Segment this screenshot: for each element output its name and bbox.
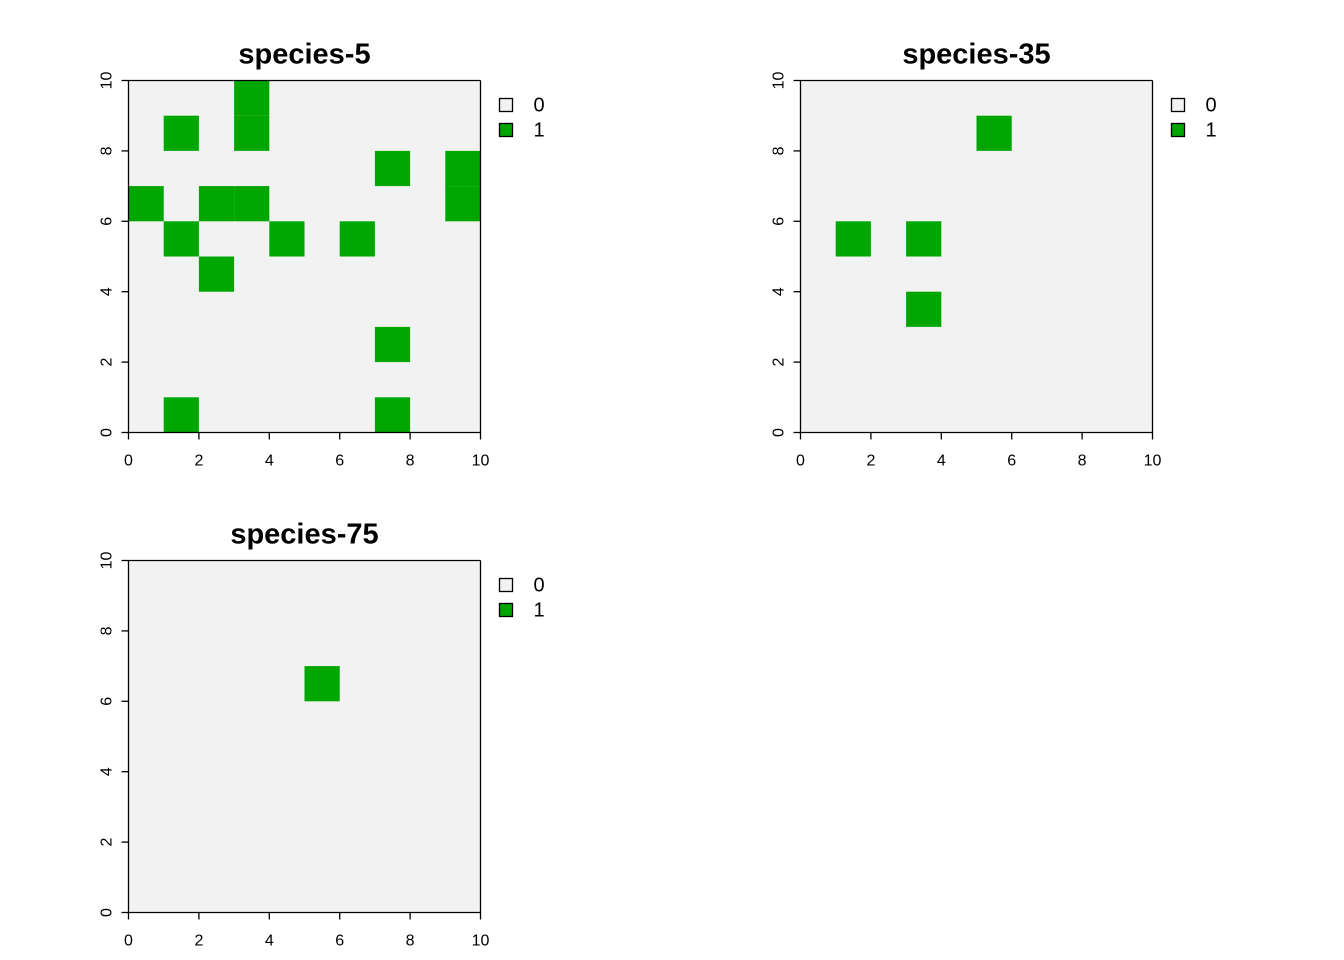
x-tick-label: 4 (265, 933, 274, 950)
y-tick-label: 8 (771, 146, 788, 155)
y-tick-label: 10 (99, 72, 116, 90)
x-tick-label: 10 (472, 453, 490, 470)
presence-cell (906, 291, 942, 327)
panel-species-5: 0 2 4 6 8 10 0 2 4 6 8 10 species-5 0 1 (99, 39, 545, 470)
raster-background (128, 560, 481, 913)
legend-label: 1 (1206, 120, 1217, 142)
presence-cell (374, 397, 411, 433)
presence-cell (198, 186, 235, 222)
x-tick-label: 10 (472, 933, 490, 950)
y-tick-label: 4 (99, 287, 116, 296)
y-tick-label: 6 (771, 217, 788, 226)
presence-cell (445, 150, 481, 187)
legend-swatch (498, 97, 514, 113)
presence-cell (198, 256, 235, 292)
y-tick-label: 4 (99, 767, 116, 776)
y-tick-label: 8 (99, 626, 116, 635)
legend-swatch (1170, 97, 1186, 113)
x-tick-label: 0 (124, 933, 133, 950)
presence-cell (906, 221, 942, 257)
x-tick-label: 2 (866, 453, 875, 470)
presence-cell (163, 397, 199, 433)
x-tick-label: 4 (265, 453, 274, 470)
presence-cell (339, 221, 375, 257)
presence-cell (128, 186, 164, 222)
legend-label: 1 (534, 120, 545, 142)
chart-title: species-35 (902, 39, 1050, 71)
y-tick-label: 2 (771, 358, 788, 367)
y-tick-label: 0 (99, 428, 116, 437)
y-tick-label: 0 (771, 428, 788, 437)
x-tick-label: 4 (937, 453, 946, 470)
presence-cell (374, 150, 411, 187)
x-tick-label: 2 (194, 453, 203, 470)
y-tick-label: 2 (99, 838, 116, 847)
x-tick-label: 8 (406, 453, 415, 470)
legend-label: 1 (534, 600, 545, 622)
presence-cell (234, 186, 270, 222)
x-tick-label: 6 (1007, 453, 1016, 470)
legend-swatch (498, 122, 514, 138)
legend-swatch (498, 602, 514, 618)
panel-species-35: 0 2 4 6 8 10 0 2 4 6 8 10 species-35 0 1 (771, 39, 1217, 470)
y-tick-label: 4 (771, 287, 788, 296)
chart-title: species-75 (230, 519, 378, 551)
x-tick-label: 2 (194, 933, 203, 950)
x-tick-label: 6 (335, 933, 344, 950)
y-tick-label: 6 (99, 217, 116, 226)
x-tick-label: 0 (796, 453, 805, 470)
legend-label: 0 (1206, 95, 1217, 117)
presence-cell (976, 115, 1012, 151)
x-tick-label: 0 (124, 453, 133, 470)
legend-label: 0 (534, 575, 545, 597)
presence-cell (304, 666, 340, 702)
presence-cell (234, 115, 270, 151)
presence-cell (835, 221, 871, 257)
presence-cell (163, 221, 199, 257)
legend-swatch (1170, 122, 1186, 138)
presence-cell (374, 326, 411, 363)
presence-cell (269, 221, 305, 257)
x-tick-label: 10 (1144, 453, 1162, 470)
legend-swatch (498, 577, 514, 593)
x-tick-label: 6 (335, 453, 344, 470)
presence-cell (163, 115, 199, 151)
y-tick-label: 2 (99, 358, 116, 367)
y-tick-label: 10 (771, 72, 788, 90)
presence-cell (445, 186, 481, 222)
x-tick-label: 8 (1078, 453, 1087, 470)
y-tick-label: 6 (99, 697, 116, 706)
panel-species-75: 0 2 4 6 8 10 0 2 4 6 8 10 species-75 0 1 (99, 519, 545, 950)
legend-label: 0 (534, 95, 545, 117)
y-tick-label: 10 (99, 552, 116, 570)
chart-title: species-5 (238, 39, 370, 71)
presence-cell (234, 80, 270, 116)
y-tick-label: 0 (99, 908, 116, 917)
y-tick-label: 8 (99, 146, 116, 155)
x-tick-label: 8 (406, 933, 415, 950)
